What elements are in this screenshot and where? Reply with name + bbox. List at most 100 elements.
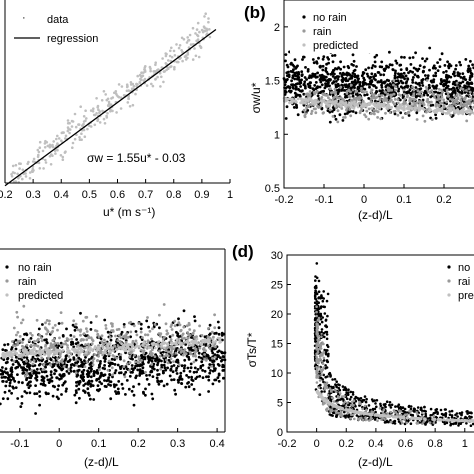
a-data-point — [46, 144, 50, 148]
b-rain-point — [463, 97, 467, 101]
b-norain-point — [338, 72, 342, 75]
b-rain-point — [348, 95, 352, 99]
c-rain-point — [61, 361, 65, 365]
b-norain-point — [363, 93, 367, 97]
c-norain-point — [188, 370, 192, 373]
c-norain-point — [206, 354, 210, 358]
b-norain-point — [456, 71, 460, 75]
b-norain-point — [465, 82, 469, 85]
b-norain-point — [326, 84, 329, 88]
a-data-point — [129, 83, 133, 86]
c-norain-point — [1, 348, 5, 351]
b-predicted-point — [313, 102, 317, 106]
c-norain-point — [38, 390, 41, 393]
c-norain-point — [208, 323, 212, 327]
b-norain-point — [292, 86, 295, 90]
c-x-tick-label: 0.4 — [209, 438, 224, 450]
c-rain-point — [191, 354, 195, 358]
b-rain-point — [406, 94, 409, 98]
c-predicted-point — [95, 349, 99, 353]
b-norain-point — [292, 68, 295, 72]
b-rain-point — [308, 90, 312, 93]
d-norain-point — [314, 275, 317, 278]
c-norain-point — [172, 378, 176, 381]
c-norain-point — [184, 385, 188, 389]
b-rain-point — [408, 99, 412, 103]
d-rain-point — [400, 419, 403, 422]
b-rain-point — [417, 100, 421, 103]
c-norain-point — [190, 375, 194, 379]
b-norain-point — [303, 80, 307, 84]
b-norain-point — [368, 85, 371, 89]
a-data-point — [165, 68, 168, 72]
c-rain-point — [128, 368, 132, 372]
b-norain-point — [324, 75, 328, 79]
c-norain-point — [176, 334, 180, 337]
b-norain-point — [393, 74, 397, 78]
b-rain-point — [467, 87, 471, 91]
b-predicted-point — [441, 110, 444, 114]
b-predicted-point — [456, 108, 459, 111]
c-norain-point — [220, 359, 223, 363]
c-norain-point — [188, 348, 192, 352]
c-rain-point — [158, 354, 162, 358]
c-predicted-point — [205, 339, 209, 342]
b-rain-point — [330, 91, 333, 95]
c-rain-point — [135, 333, 139, 337]
b-rain-point — [445, 100, 449, 104]
a-data-point — [84, 109, 87, 112]
c-rain-point — [93, 353, 97, 356]
d-rain-point — [346, 401, 349, 405]
b-norain-point — [331, 60, 335, 64]
c-norain-point — [61, 334, 65, 338]
b-rain-point — [469, 95, 472, 99]
c-norain-point — [19, 405, 23, 408]
b-norain-point — [438, 65, 442, 68]
a-data-point — [107, 104, 110, 107]
c-norain-point — [198, 393, 202, 396]
b-rain-point — [447, 94, 450, 98]
b-norain-point — [341, 76, 345, 80]
c-predicted-point — [93, 346, 97, 350]
b-rain-point — [349, 114, 353, 118]
d-rain-point — [405, 413, 409, 416]
b-rain-point — [469, 102, 472, 105]
b-norain-point — [286, 65, 290, 69]
b-norain-point — [293, 73, 297, 77]
b-norain-point — [316, 75, 319, 79]
c-norain-point — [210, 349, 214, 353]
c-norain-point — [92, 398, 96, 401]
b-norain-point — [398, 63, 402, 67]
b-norain-point — [300, 74, 304, 77]
c-rain-point — [150, 354, 154, 357]
b-predicted-point — [299, 101, 302, 105]
c-norain-point — [217, 372, 221, 376]
b-norain-point — [288, 86, 292, 90]
c-norain-point — [144, 351, 148, 355]
b-norain-point — [325, 70, 329, 74]
c-predicted-point — [42, 352, 46, 356]
c-norain-point — [13, 379, 17, 383]
a-data-point — [64, 150, 67, 153]
c-rain-point — [158, 313, 161, 317]
c-norain-point — [174, 369, 178, 372]
b-norain-point — [346, 65, 350, 68]
c-norain-point — [100, 382, 103, 386]
c-rain-point — [32, 359, 36, 363]
c-rain-point — [60, 321, 64, 325]
c-rain-point — [25, 359, 28, 363]
b-rain-point — [321, 92, 325, 96]
d-norain-point — [394, 405, 397, 408]
c-norain-point — [47, 392, 50, 395]
d-norain-point — [341, 385, 345, 388]
c-norain-point — [199, 366, 203, 370]
c-rain-point — [58, 336, 61, 340]
c-norain-point — [88, 382, 91, 385]
b-predicted-point — [364, 103, 367, 107]
b-norain-point — [320, 78, 323, 81]
b-predicted-point — [469, 109, 472, 113]
c-norain-point — [221, 351, 224, 355]
c-norain-point — [75, 338, 78, 341]
c-rain-point — [107, 359, 111, 363]
b-rain-point — [407, 110, 410, 114]
